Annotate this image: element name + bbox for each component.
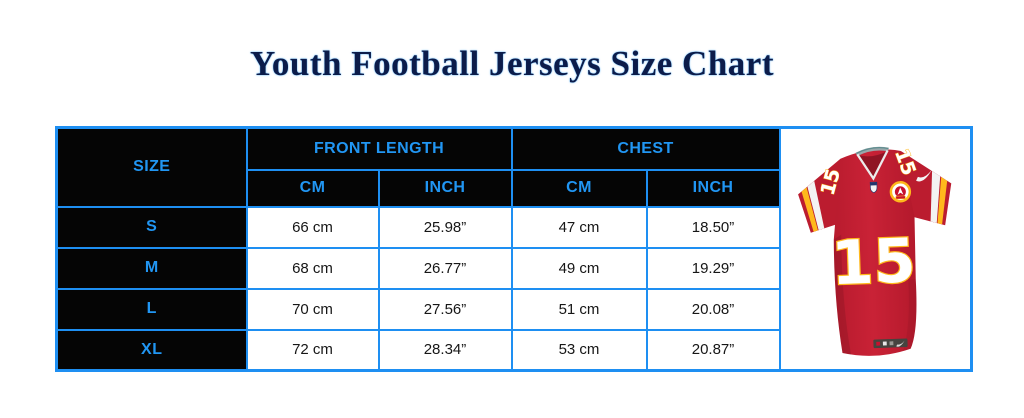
front-length-cm-cell: 70 cm [245, 287, 380, 331]
size-cell: M [55, 246, 248, 290]
size-chart-table: SIZE FRONT LENGTH CHEST [55, 126, 974, 372]
chest-cm-cell: 49 cm [510, 246, 648, 290]
front-length-cm-header: CM [245, 168, 380, 208]
table-row-xl: XL 72 cm 28.34” 53 cm 20.87” [55, 328, 972, 372]
front-length-inch-cell: 26.77” [377, 246, 513, 290]
front-length-cm-cell: 72 cm [245, 328, 380, 372]
size-cell: L [55, 287, 248, 331]
page-title: Youth Football Jerseys Size Chart [250, 44, 774, 83]
chest-cm-cell: 51 cm [510, 287, 648, 331]
chest-inch-header: INCH [645, 168, 781, 208]
size-cell: XL [55, 328, 248, 372]
chest-group-header: CHEST [510, 126, 781, 171]
table-row-s: S 66 cm 25.98” 47 cm 18.50” [55, 205, 972, 249]
front-length-cm-cell: 68 cm [245, 246, 380, 290]
front-length-group-header: FRONT LENGTH [245, 126, 513, 171]
chest-inch-cell: 19.29” [645, 246, 781, 290]
front-length-inch-header: INCH [377, 168, 513, 208]
back-collar [855, 146, 890, 157]
table-row-l: L 70 cm 27.56” 51 cm 20.08” [55, 287, 972, 331]
chest-inch-cell: 20.08” [645, 287, 781, 331]
team-patch-icon [889, 181, 912, 203]
size-column-header: SIZE [55, 126, 248, 208]
chest-number: 15 [830, 226, 917, 299]
jersey-photo: 15 [798, 146, 952, 356]
v-neck [858, 151, 887, 179]
table-row-m: M 68 cm 26.77” 49 cm 19.29” [55, 246, 972, 290]
nfl-shield-icon [870, 181, 878, 194]
chest-cm-cell: 53 cm [510, 328, 648, 372]
chest-inch-cell: 20.87” [645, 328, 781, 372]
chest-cm-cell: 47 cm [510, 205, 648, 249]
front-length-cm-cell: 66 cm [245, 205, 380, 249]
jersey-photo-cell: 15 [778, 126, 973, 372]
nike-swoosh-icon [916, 169, 933, 182]
front-length-inch-cell: 25.98” [377, 205, 513, 249]
jock-tag [873, 338, 908, 349]
right-sleeve [901, 150, 952, 226]
front-length-inch-cell: 27.56” [377, 287, 513, 331]
chest-inch-cell: 18.50” [645, 205, 781, 249]
size-cell: S [55, 205, 248, 249]
chest-cm-header: CM [510, 168, 648, 208]
front-length-inch-cell: 28.34” [377, 328, 513, 372]
